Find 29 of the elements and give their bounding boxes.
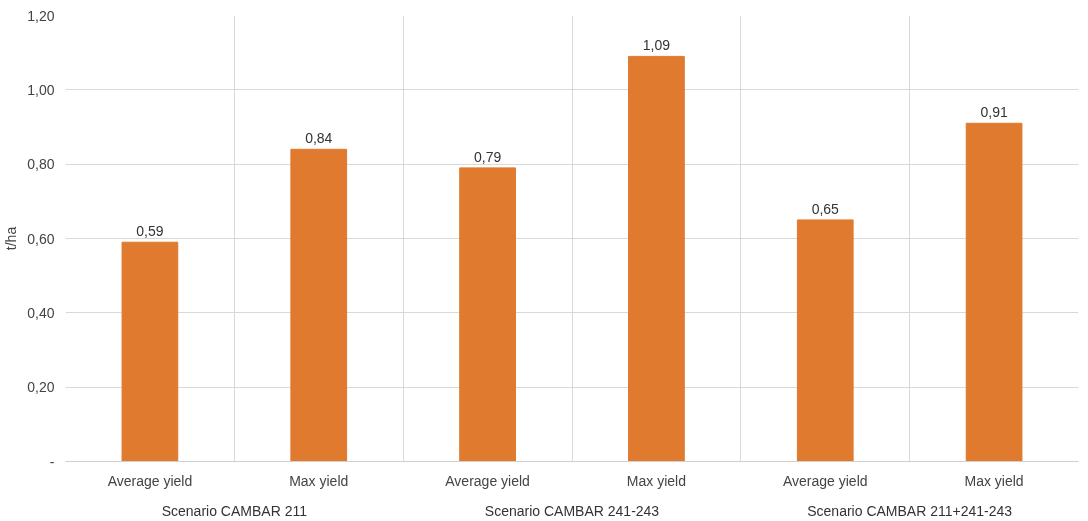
x-tick-label: Max yield bbox=[964, 472, 1024, 489]
text: Scenario CAMBAR 241-243 bbox=[484, 502, 660, 519]
data-label: 0,84 bbox=[305, 130, 333, 147]
y-axis-title: t/ha bbox=[3, 226, 20, 251]
data-label: 0,59 bbox=[136, 223, 164, 240]
x-tick-label: Average yield bbox=[107, 472, 193, 489]
bar bbox=[290, 148, 348, 462]
text: Scenario CAMBAR 211+241-243 bbox=[807, 502, 1013, 519]
bar bbox=[628, 55, 685, 462]
x-tick-label: Max yield bbox=[626, 472, 686, 489]
data-label: 0,79 bbox=[473, 148, 502, 165]
y-tick-label: 1,20 bbox=[27, 7, 55, 24]
x-tick-label: Average yield bbox=[782, 472, 868, 489]
data-label: 0,91 bbox=[980, 104, 1008, 121]
y-tick-label: 0,20 bbox=[27, 379, 55, 396]
bar bbox=[121, 241, 179, 462]
x-tick-label: Max yield bbox=[289, 472, 349, 489]
y-tick-label: - bbox=[49, 453, 55, 470]
bar bbox=[796, 219, 854, 462]
y-tick-label: 0,60 bbox=[27, 230, 55, 247]
bar bbox=[459, 167, 516, 462]
data-label: 1,09 bbox=[642, 37, 671, 54]
y-tick-label: 0,40 bbox=[27, 304, 55, 321]
text: Scenario CAMBAR 211 bbox=[161, 502, 308, 519]
bar bbox=[965, 122, 1023, 462]
y-tick-label: 1,00 bbox=[27, 81, 55, 98]
data-label: 0,65 bbox=[811, 200, 840, 217]
x-tick-label: Average yield bbox=[445, 472, 530, 489]
y-tick-label: 0,80 bbox=[27, 156, 55, 173]
